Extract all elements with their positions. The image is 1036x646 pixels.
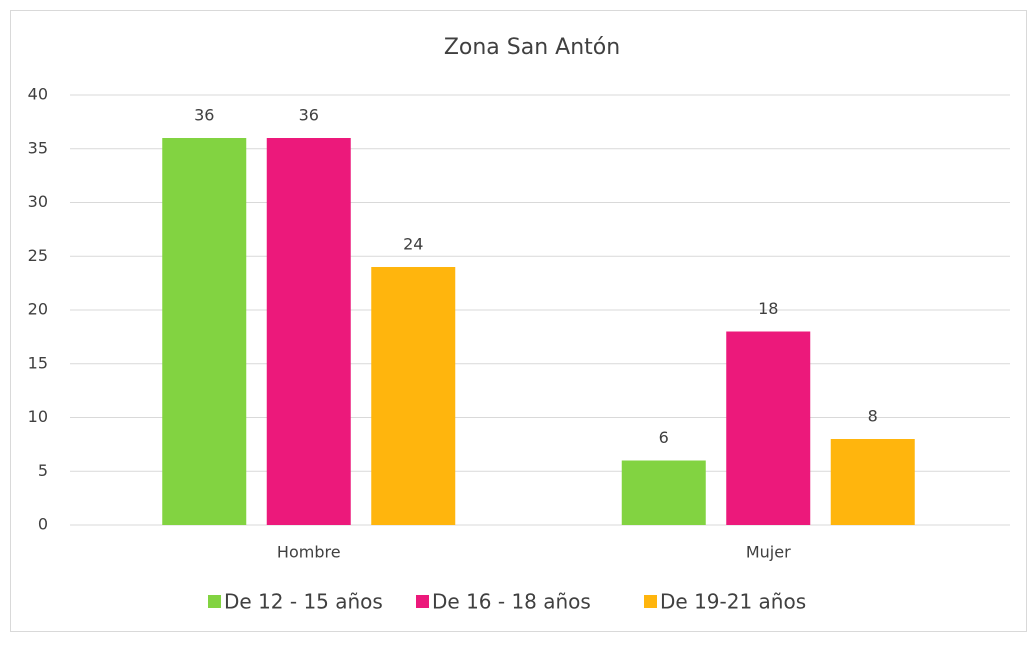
y-tick-label: 5 [38, 461, 48, 480]
legend-label: De 19-21 años [660, 590, 806, 614]
y-tick-label: 35 [28, 138, 48, 157]
y-tick-label: 30 [28, 192, 48, 211]
bar [162, 138, 247, 525]
legend-swatch [644, 595, 657, 608]
y-tick-label: 15 [28, 353, 48, 372]
y-tick-label: 25 [28, 246, 48, 265]
bar [726, 331, 811, 525]
legend-swatch [208, 595, 221, 608]
legend-label: De 12 - 15 años [224, 590, 383, 614]
y-tick-label: 10 [28, 407, 48, 426]
bar [621, 460, 706, 525]
bar [830, 439, 915, 525]
data-label: 36 [299, 106, 319, 125]
legend-label: De 16 - 18 años [432, 590, 591, 614]
chart-title: Zona San Antón [444, 35, 620, 60]
y-tick-label: 0 [38, 515, 48, 534]
data-label: 24 [403, 235, 423, 254]
y-tick-label: 40 [28, 85, 48, 104]
data-label: 18 [758, 299, 778, 318]
bar [266, 138, 351, 525]
x-tick-label: Hombre [277, 543, 341, 562]
bar [371, 267, 456, 525]
data-label: 36 [194, 106, 214, 125]
data-label: 6 [659, 428, 669, 447]
y-tick-label: 20 [28, 300, 48, 319]
legend-swatch [416, 595, 429, 608]
x-tick-label: Mujer [746, 543, 791, 562]
data-label: 8 [868, 407, 878, 426]
